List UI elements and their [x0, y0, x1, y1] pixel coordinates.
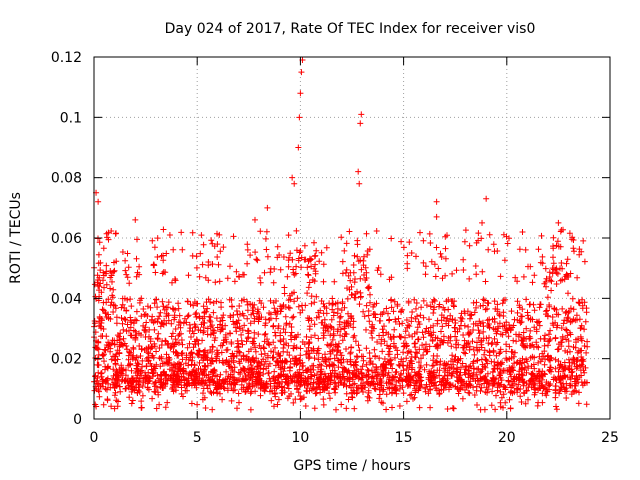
axis-ticks: [93, 56, 611, 420]
peak-point: [555, 219, 562, 226]
peak-point: [298, 69, 305, 76]
peak-point: [358, 111, 365, 118]
x-tick-label: 0: [90, 430, 99, 446]
peak-point: [357, 120, 364, 127]
peak-point: [356, 180, 363, 187]
peak-point: [132, 216, 139, 223]
x-tick-labels: 0 5 10 15 20 25: [90, 430, 619, 446]
y-tick-label: 0.06: [51, 231, 82, 247]
y-tick-labels: 0 0.02 0.04 0.06 0.08 0.1 0.12: [51, 50, 82, 428]
y-tick-label: 0.1: [60, 110, 82, 126]
peak-point: [297, 90, 304, 97]
y-axis-label: ROTI / TECUs: [8, 192, 24, 284]
x-tick-label: 5: [193, 430, 202, 446]
peak-point: [433, 198, 440, 205]
peak-point: [291, 180, 298, 187]
peak-point: [295, 144, 302, 151]
peak-point: [251, 216, 258, 223]
x-axis-label: GPS time / hours: [293, 458, 410, 474]
peak-point: [95, 198, 102, 205]
x-tick-label: 15: [395, 430, 413, 446]
scatter-bulk-points: [91, 226, 591, 413]
peak-point: [355, 168, 362, 175]
peak-point: [483, 195, 490, 202]
y-tick-label: 0.04: [51, 291, 82, 307]
y-tick-label: 0.08: [51, 171, 82, 187]
y-tick-label: 0: [73, 412, 82, 428]
data-points: [91, 57, 591, 413]
x-tick-label: 25: [601, 430, 619, 446]
peak-point: [433, 213, 440, 220]
peak-point: [479, 219, 486, 226]
x-tick-label: 10: [291, 430, 309, 446]
peak-point: [264, 204, 271, 211]
y-tick-label: 0.12: [51, 50, 82, 66]
x-tick-label: 20: [498, 430, 516, 446]
chart-title: Day 024 of 2017, Rate Of TEC Index for r…: [165, 21, 536, 37]
y-tick-label: 0.02: [51, 352, 82, 368]
peak-point: [296, 114, 303, 121]
peak-point: [289, 174, 296, 181]
